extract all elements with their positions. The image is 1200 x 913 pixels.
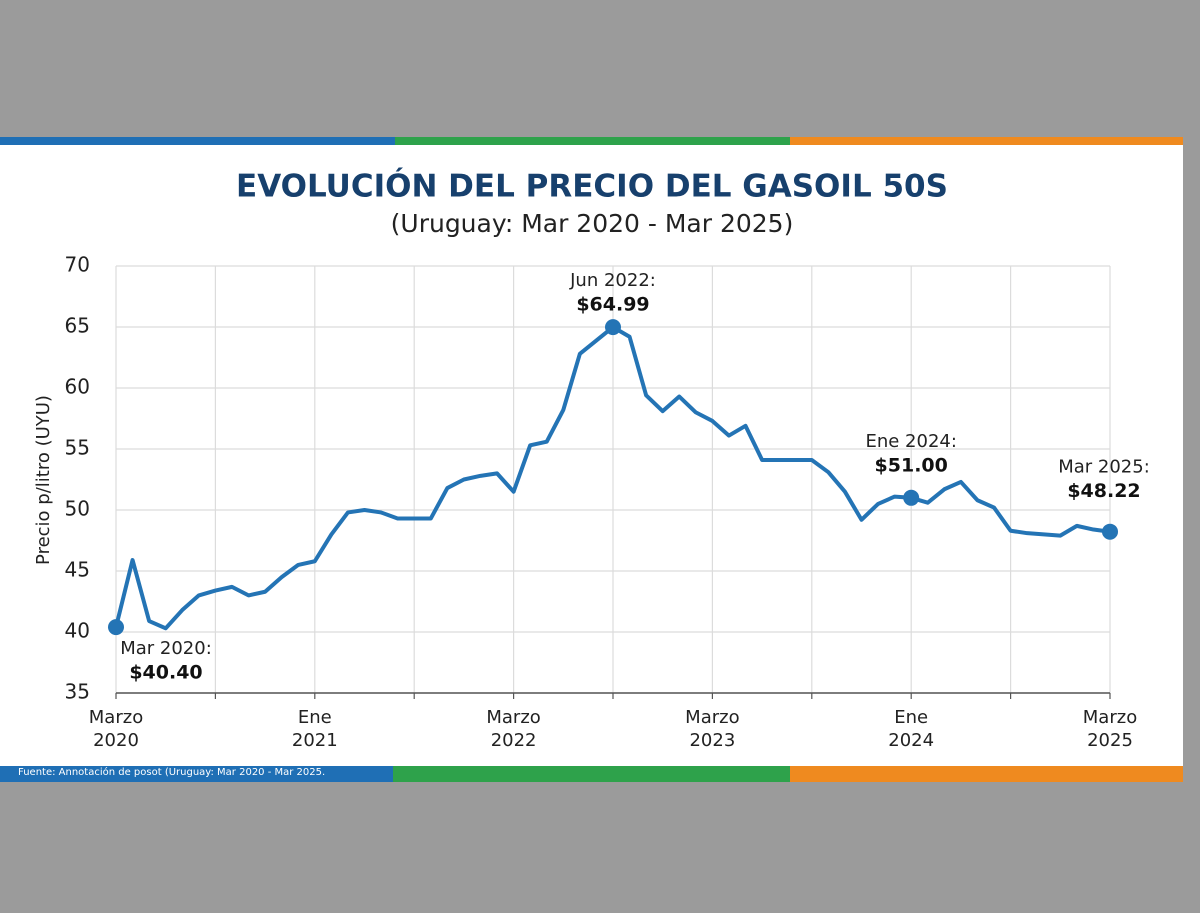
x-tick-label: Marzo 2023 <box>685 707 740 751</box>
annotation-value: $51.00 <box>875 454 948 476</box>
stripe-blue <box>0 137 395 145</box>
y-tick-label: 50 <box>65 497 90 521</box>
chart-title: EVOLUCIÓN DEL PRECIO DEL GASOIL 50S <box>236 168 948 205</box>
x-tick-label: Ene 2021 <box>291 707 338 751</box>
source: Fuente: Annotación de posot (Uruguay: Ma… <box>18 767 326 778</box>
stripe-orange <box>790 137 1183 145</box>
y-tick-label: 45 <box>65 558 90 582</box>
annotation-value: $48.22 <box>1067 480 1140 502</box>
stripe-green <box>395 137 790 145</box>
card <box>0 137 1183 782</box>
annotation-marker <box>108 619 124 636</box>
y-tick-label: 60 <box>65 375 90 399</box>
footer-blue <box>0 766 393 782</box>
x-tick-label: Marzo 2022 <box>486 707 541 751</box>
annotation-value: $40.40 <box>129 662 202 684</box>
annotation-text: Jun 2022: <box>569 270 656 291</box>
footer-green <box>393 766 790 782</box>
annotation-text: Ene 2024: <box>865 431 956 452</box>
annotation-marker <box>1102 523 1118 540</box>
x-tick-label: Marzo 2020 <box>88 707 144 751</box>
annotation-marker <box>903 489 920 506</box>
y-tick-label: 40 <box>65 619 90 643</box>
y-tick-label: 70 <box>65 253 90 277</box>
footer-orange <box>790 766 1183 782</box>
y-tick-label: 55 <box>65 436 90 460</box>
annotation-value: $64.99 <box>576 294 649 316</box>
annotation-text: Mar 2025: <box>1058 457 1150 478</box>
x-tick-label: Ene 2024 <box>888 707 935 751</box>
y-tick-label: 35 <box>65 680 90 704</box>
chart-subtitle: (Uruguay: Mar 2020 - Mar 2025) <box>391 209 794 238</box>
annotation-marker <box>605 319 621 336</box>
annotation-text: Mar 2020: <box>120 638 212 659</box>
x-tick-label: Marzo 2025 <box>1082 707 1138 751</box>
y-tick-label: 65 <box>65 314 90 338</box>
y-axis-label: Precio p/litro (UYU) <box>33 395 54 565</box>
